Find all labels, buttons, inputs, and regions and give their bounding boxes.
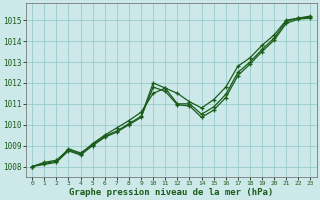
X-axis label: Graphe pression niveau de la mer (hPa): Graphe pression niveau de la mer (hPa) xyxy=(69,188,274,197)
